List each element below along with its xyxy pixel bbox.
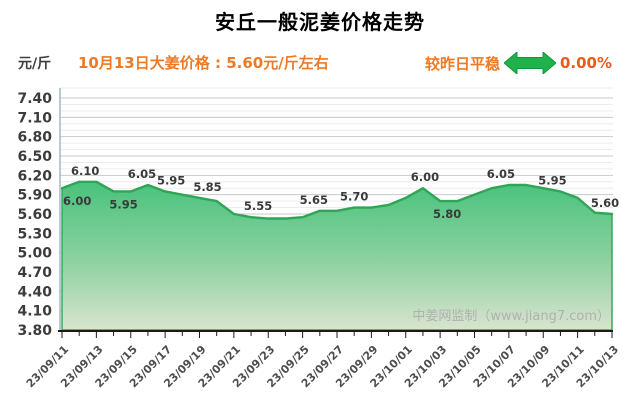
change-indicator: 较昨日平稳 0.00% (425, 52, 612, 74)
svg-text:5.85: 5.85 (193, 180, 221, 194)
y-axis-tick-labels: 3.80 4.10 4.40 4.70 5.00 5.30 5.60 5.90 6.20 6.50… (17, 91, 52, 339)
svg-text:7.10: 7.10 (17, 110, 52, 126)
svg-text:5.90: 5.90 (17, 188, 52, 204)
svg-text:5.80: 5.80 (433, 207, 461, 221)
change-percent: 0.00% (559, 54, 612, 72)
svg-text:6.50: 6.50 (17, 149, 52, 165)
chart-header: 元/斤 10月13日大姜价格 : 5.60元/斤左右 较昨日平稳 0.00% (0, 52, 640, 74)
svg-text:6.05: 6.05 (128, 167, 156, 181)
svg-text:7.40: 7.40 (17, 91, 52, 107)
svg-text:5.00: 5.00 (17, 246, 52, 262)
svg-text:5.30: 5.30 (17, 226, 52, 242)
svg-text:4.40: 4.40 (17, 284, 52, 300)
axes (58, 88, 613, 338)
svg-text:6.80: 6.80 (17, 130, 52, 146)
svg-text:5.60: 5.60 (17, 207, 52, 223)
area-series (60, 180, 614, 331)
x-axis-tick-labels: 23/09/1123/09/1323/09/1523/09/1723/09/19… (24, 343, 621, 390)
price-subtitle: 10月13日大姜价格 : 5.60元/斤左右 (78, 54, 329, 72)
svg-text:5.70: 5.70 (340, 190, 368, 204)
flat-double-arrow-icon (503, 52, 556, 74)
svg-text:5.55: 5.55 (244, 199, 272, 213)
change-label: 较昨日平稳 (424, 54, 500, 73)
svg-text:6.00: 6.00 (411, 170, 439, 184)
data-point-labels: 6.006.105.956.05 5.95 5.855.55 5.65 5.706.00… (63, 164, 619, 221)
svg-text:5.95: 5.95 (538, 173, 566, 187)
svg-text:6.05: 6.05 (487, 167, 515, 181)
svg-text:3.80: 3.80 (17, 323, 52, 339)
page-title: 安丘一般泥姜价格走势 (215, 10, 425, 34)
svg-text:4.70: 4.70 (17, 265, 52, 281)
svg-text:6.10: 6.10 (71, 164, 99, 178)
svg-text:4.10: 4.10 (17, 304, 52, 320)
watermark-text: 中姜网监制（www.jiang7.com） (412, 309, 610, 324)
svg-text:5.95: 5.95 (109, 197, 137, 211)
svg-text:5.60: 5.60 (591, 196, 619, 210)
y-axis-unit-label: 元/斤 (18, 56, 52, 72)
svg-text:5.65: 5.65 (300, 193, 328, 207)
svg-text:6.00: 6.00 (63, 194, 91, 208)
svg-text:5.95: 5.95 (157, 173, 185, 187)
svg-text:6.20: 6.20 (17, 168, 52, 184)
